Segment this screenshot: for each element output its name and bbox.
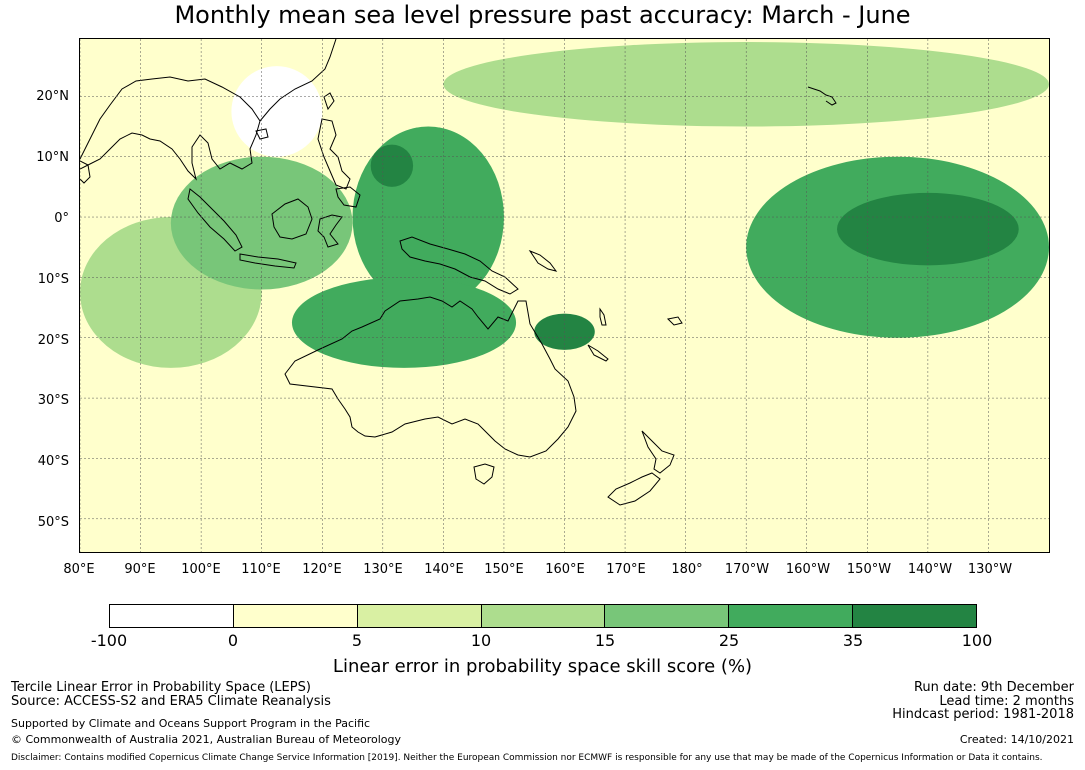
lon-label-170w: 170°W: [724, 562, 770, 577]
created-date-text: Created: 14/10/2021: [959, 733, 1074, 746]
support-text: Supported by Climate and Oceans Support …: [11, 717, 371, 730]
new-caledonia-coastline: [587, 344, 609, 362]
sri-lanka-coastline: [80, 160, 91, 184]
fiji-coastline: [666, 316, 683, 326]
mindanao-coastline: [335, 186, 361, 208]
run-date-text: Run date: 9th December: [913, 680, 1074, 695]
taiwan-coastline: [323, 92, 335, 111]
tasmania-coastline: [473, 463, 495, 485]
lon-label-160w: 160°W: [785, 562, 831, 577]
colorbar-segment-3: [357, 605, 482, 627]
colorbar-tick: 35: [842, 631, 864, 650]
lon-label-160e: 160°E: [545, 562, 585, 577]
sulawesi-coastline: [317, 214, 343, 248]
lon-label-170e: 170°E: [606, 562, 646, 577]
solomon-islands-coastline: [528, 249, 558, 272]
colorbar-tick: -100: [90, 631, 128, 650]
source-text: Source: ACCESS-S2 and ERA5 Climate Reana…: [11, 694, 331, 709]
lat-label-10n: 10°N: [36, 150, 69, 165]
sumatra-coastline: [187, 188, 243, 252]
hindcast-period-text: Hindcast period: 1981-2018: [892, 707, 1074, 722]
new-zealand-north-island-coastline: [641, 430, 675, 474]
colorbar-segment-7: [853, 605, 977, 627]
lat-label-50s: 50°S: [37, 515, 69, 530]
lat-label-20s: 20°S: [37, 333, 69, 348]
colorbar-tick: 5: [351, 631, 363, 650]
skill-region: [625, 367, 1049, 459]
java-coastline: [239, 253, 297, 269]
colorbar-segment-1: [110, 605, 234, 627]
lon-label-110e: 110°E: [241, 562, 281, 577]
hainan-coastline: [255, 128, 269, 140]
skill-region: [231, 66, 323, 157]
lon-label-130e: 130°E: [363, 562, 403, 577]
lon-label-80e: 80°E: [63, 562, 95, 577]
lead-time-text: Lead time: 2 months: [939, 694, 1074, 709]
colorbar-segment-5: [605, 605, 730, 627]
lat-label-20n: 20°N: [36, 89, 69, 104]
hawaii-coastline: [807, 86, 837, 106]
colorbar: [109, 604, 977, 628]
colorbar-tick: 15: [594, 631, 616, 650]
lon-label-140w: 140°W: [907, 562, 953, 577]
china-coastline: [259, 39, 337, 122]
skill-region: [291, 277, 517, 368]
method-text: Tercile Linear Error in Probability Spac…: [11, 680, 311, 695]
lat-label-40s: 40°S: [37, 454, 69, 469]
skill-score-map: [79, 38, 1050, 553]
colorbar-tick: 100: [961, 631, 993, 650]
philippines-coastline: [317, 118, 351, 190]
skill-region: [837, 192, 1019, 266]
colorbar-segment-2: [233, 605, 358, 627]
copyright-text: © Commonwealth of Australia 2021, Austra…: [11, 733, 401, 746]
lat-label-30s: 30°S: [37, 393, 69, 408]
lon-label-120e: 120°E: [302, 562, 342, 577]
colorbar-segment-4: [481, 605, 606, 627]
disclaimer-text: Disclaimer: Contains modified Copernicus…: [11, 753, 1043, 763]
colorbar-tick: 25: [718, 631, 740, 650]
lon-label-130w: 130°W: [967, 562, 1013, 577]
colorbar-label: Linear error in probability space skill …: [332, 656, 753, 677]
map-title: Monthly mean sea level pressure past acc…: [174, 1, 911, 29]
lon-label-180: 180°: [671, 562, 703, 577]
australia-coastline: [284, 296, 577, 458]
lat-label-10s: 10°S: [37, 272, 69, 287]
lon-label-90e: 90°E: [124, 562, 156, 577]
new-guinea-coastline: [399, 236, 519, 295]
new-zealand-south-island-coastline: [607, 472, 661, 506]
lat-label-0: 0°: [54, 211, 69, 226]
colorbar-tick: 0: [227, 631, 239, 650]
lon-label-150e: 150°E: [484, 562, 524, 577]
lon-label-100e: 100°E: [181, 562, 221, 577]
colorbar-tick: 10: [470, 631, 492, 650]
lon-label-140e: 140°E: [424, 562, 464, 577]
lon-label-150w: 150°W: [846, 562, 892, 577]
colorbar-segment-6: [729, 605, 854, 627]
borneo-coastline: [271, 198, 313, 240]
southeast-asia-coastline: [80, 76, 261, 181]
graticule: [80, 39, 1049, 552]
skill-region: [370, 144, 414, 187]
coastlines: [80, 39, 837, 506]
vanuatu-coastline: [599, 307, 607, 326]
